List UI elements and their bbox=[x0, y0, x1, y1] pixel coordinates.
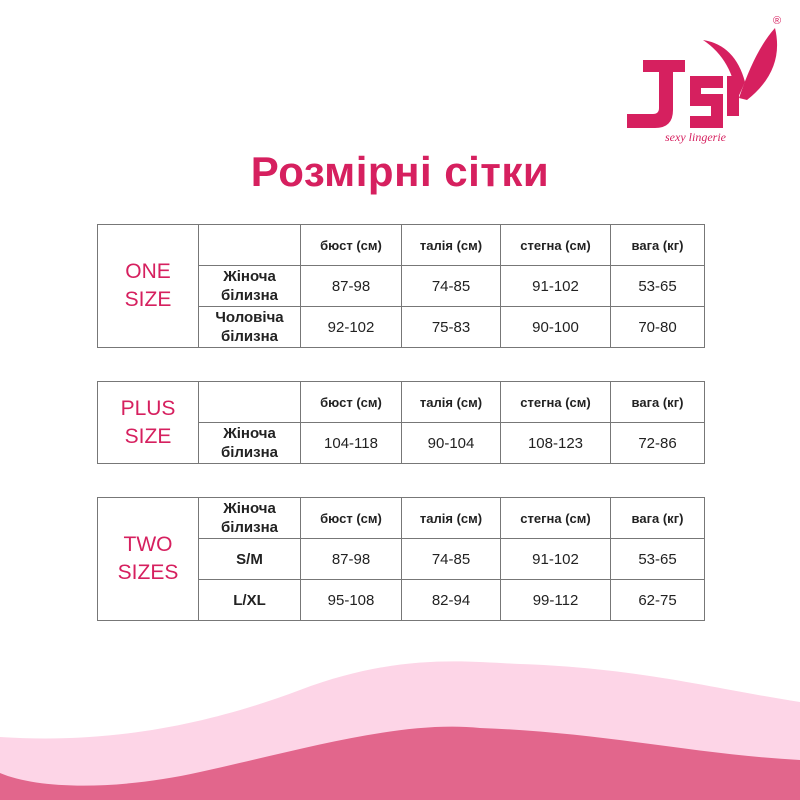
header-weight: вага (кг) bbox=[610, 224, 705, 266]
cell: 74-85 bbox=[401, 538, 501, 580]
header-weight: вага (кг) bbox=[610, 497, 705, 539]
cell: 53-65 bbox=[610, 265, 705, 307]
header-hips: стегна (см) bbox=[500, 381, 611, 423]
cell: 95-108 bbox=[300, 579, 402, 621]
header-hips: стегна (см) bbox=[500, 497, 611, 539]
cell: 74-85 bbox=[401, 265, 501, 307]
table-row: S/M 87-98 74-85 91-102 53-65 bbox=[98, 538, 705, 580]
header-bust: бюст (см) bbox=[300, 381, 402, 423]
size-table-plus-size: PLUS SIZE бюст (см) талія (см) стегна (см… bbox=[97, 381, 705, 464]
row-label: Жіноча білизна bbox=[198, 265, 301, 307]
cell: 53-65 bbox=[610, 538, 705, 580]
table-label: TWO SIZES bbox=[97, 497, 199, 621]
cell: 92-102 bbox=[300, 306, 402, 348]
empty-cell bbox=[198, 224, 301, 266]
size-table-two-sizes: TWO SIZES Жіноча білизна бюст (см) талія (… bbox=[97, 497, 705, 621]
empty-cell bbox=[198, 381, 301, 423]
row-label: S/M bbox=[198, 538, 301, 580]
cell: 90-100 bbox=[500, 306, 611, 348]
cell: 91-102 bbox=[500, 265, 611, 307]
header-waist: талія (см) bbox=[401, 224, 501, 266]
table-label: ONE SIZE bbox=[97, 224, 199, 348]
svg-text:sexy lingerie: sexy lingerie bbox=[665, 130, 727, 144]
cell: 90-104 bbox=[401, 422, 501, 464]
header-hips: стегна (см) bbox=[500, 224, 611, 266]
table-row: Жіноча білизна 87-98 74-85 91-102 53-65 bbox=[98, 265, 705, 307]
table-label: PLUS SIZE bbox=[97, 381, 199, 464]
size-table-one-size: ONE SIZE бюст (см) талія (см) стегна (см)… bbox=[97, 224, 705, 348]
page-title: Розмірні сітки bbox=[250, 148, 550, 195]
cell: 99-112 bbox=[500, 579, 611, 621]
cell: 75-83 bbox=[401, 306, 501, 348]
cell: 87-98 bbox=[300, 538, 402, 580]
header-bust: бюст (см) bbox=[300, 224, 402, 266]
cell: 108-123 bbox=[500, 422, 611, 464]
cell: 104-118 bbox=[300, 422, 402, 464]
corner-label: Жіноча білизна bbox=[198, 497, 301, 539]
decorative-wave bbox=[0, 661, 800, 800]
header-weight: вага (кг) bbox=[610, 381, 705, 423]
svg-text:®: ® bbox=[773, 15, 781, 27]
row-label: Жіноча білизна bbox=[198, 422, 301, 464]
cell: 72-86 bbox=[610, 422, 705, 464]
header-waist: талія (см) bbox=[401, 381, 501, 423]
table-row: L/XL 95-108 82-94 99-112 62-75 bbox=[98, 579, 705, 621]
table-row: Жіноча білизна 104-118 90-104 108-123 72-… bbox=[98, 422, 705, 464]
header-waist: талія (см) bbox=[401, 497, 501, 539]
cell: 62-75 bbox=[610, 579, 705, 621]
cell: 91-102 bbox=[500, 538, 611, 580]
cell: 70-80 bbox=[610, 306, 705, 348]
header-bust: бюст (см) bbox=[300, 497, 402, 539]
row-label: L/XL bbox=[198, 579, 301, 621]
wave-dark bbox=[0, 726, 800, 800]
row-label: Чоловіча білизна bbox=[198, 306, 301, 348]
cell: 87-98 bbox=[300, 265, 402, 307]
brand-logo: ® sexy lingerie bbox=[627, 15, 781, 144]
cell: 82-94 bbox=[401, 579, 501, 621]
table-row: Чоловіча білизна 92-102 75-83 90-100 70-8… bbox=[98, 306, 705, 348]
